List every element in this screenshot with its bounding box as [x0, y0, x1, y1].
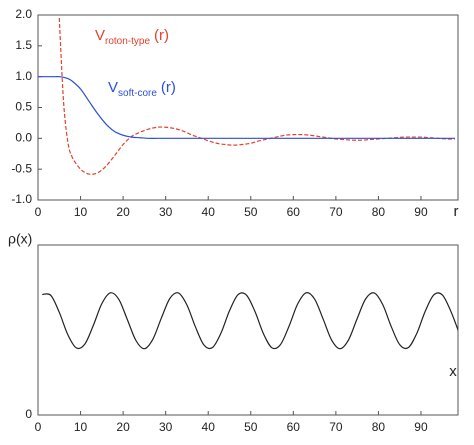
x-tick-label: 50 — [244, 205, 258, 219]
y-tick-label: 0.5 — [15, 100, 32, 114]
legend-subscript: roton-type — [105, 36, 150, 47]
plot-frame — [37, 244, 459, 416]
x-tick-label: 30 — [159, 420, 173, 434]
y-tick-label: -0.5 — [11, 161, 32, 175]
y-axis-label: ρ(x) — [8, 231, 32, 247]
legend-name: V — [95, 27, 105, 44]
legend-name: V — [108, 79, 118, 96]
y-tick-label: 1.0 — [15, 69, 32, 83]
x-tick-label: 50 — [244, 420, 258, 434]
x-tick-label: 40 — [202, 420, 216, 434]
x-tick-label: 90 — [414, 420, 428, 434]
legend-label: Vsoft-core (r) — [108, 79, 176, 99]
y-tick-label: 2.0 — [15, 7, 32, 21]
x-tick-label: 60 — [287, 205, 301, 219]
legend-suffix: (r) — [161, 79, 176, 96]
x-tick-label: 0 — [35, 420, 42, 434]
y-tick-label: -1.0 — [11, 192, 32, 206]
x-tick-label: 30 — [159, 205, 173, 219]
y-tick-label: 0 — [25, 407, 32, 421]
x-tick-label: 60 — [287, 420, 301, 434]
legend-subscript: soft-core — [118, 88, 157, 99]
legend-suffix: (r) — [154, 27, 169, 44]
x-tick-label: 70 — [329, 205, 343, 219]
x-axis-label: x — [449, 363, 457, 380]
x-tick-label: 10 — [74, 205, 88, 219]
x-tick-label: 40 — [202, 205, 216, 219]
x-tick-label: 80 — [372, 420, 386, 434]
x-tick-label: 80 — [372, 205, 386, 219]
x-tick-label: 0 — [35, 205, 42, 219]
x-tick-label: 20 — [116, 420, 130, 434]
x-tick-label: 70 — [329, 420, 343, 434]
x-tick-label: 90 — [414, 205, 428, 219]
legend-label: Vroton-type (r) — [95, 27, 169, 47]
x-tick-label: 20 — [116, 205, 130, 219]
y-tick-label: 0.0 — [15, 131, 32, 145]
data-line — [38, 76, 456, 139]
x-axis-label: r — [454, 203, 459, 220]
data-line — [42, 292, 458, 350]
x-tick-label: 10 — [74, 420, 88, 434]
y-tick-label: 1.5 — [15, 38, 32, 52]
